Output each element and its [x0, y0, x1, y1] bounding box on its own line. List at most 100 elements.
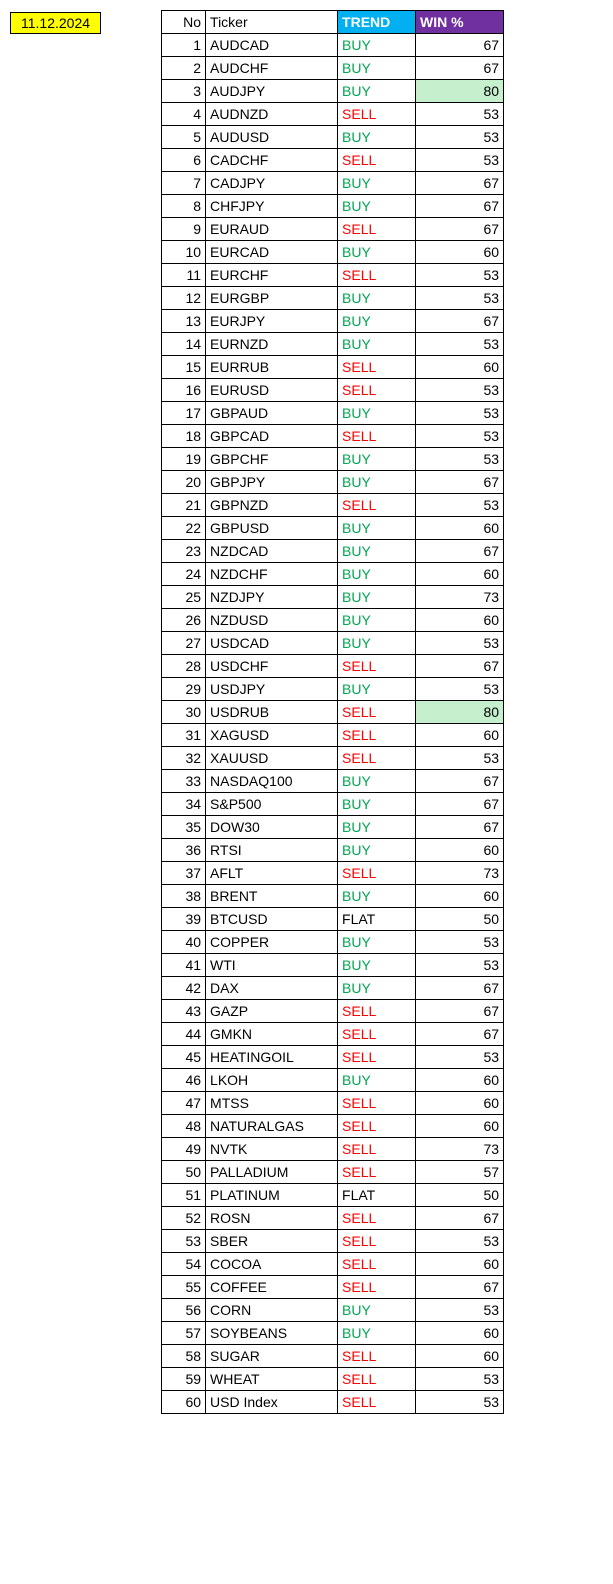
- cell-no: 50: [162, 1161, 206, 1184]
- cell-no: 19: [162, 448, 206, 471]
- table-row: 6CADCHFSELL53: [162, 149, 504, 172]
- cell-win: 50: [416, 1184, 504, 1207]
- table-row: 23NZDCADBUY67: [162, 540, 504, 563]
- cell-ticker: EURCHF: [206, 264, 338, 287]
- cell-trend: SELL: [338, 264, 416, 287]
- cell-ticker: NVTK: [206, 1138, 338, 1161]
- table-row: 1AUDCADBUY67: [162, 34, 504, 57]
- cell-trend: SELL: [338, 103, 416, 126]
- cell-ticker: SOYBEANS: [206, 1322, 338, 1345]
- cell-no: 47: [162, 1092, 206, 1115]
- cell-trend: BUY: [338, 816, 416, 839]
- cell-win: 53: [416, 103, 504, 126]
- cell-trend: SELL: [338, 356, 416, 379]
- cell-no: 57: [162, 1322, 206, 1345]
- cell-ticker: XAUUSD: [206, 747, 338, 770]
- cell-trend: BUY: [338, 770, 416, 793]
- cell-ticker: CORN: [206, 1299, 338, 1322]
- table-row: 46LKOHBUY60: [162, 1069, 504, 1092]
- cell-win: 67: [416, 195, 504, 218]
- cell-ticker: EURUSD: [206, 379, 338, 402]
- cell-no: 56: [162, 1299, 206, 1322]
- cell-no: 18: [162, 425, 206, 448]
- cell-trend: BUY: [338, 402, 416, 425]
- cell-win: 67: [416, 1276, 504, 1299]
- cell-ticker: AUDCAD: [206, 34, 338, 57]
- cell-ticker: PLATINUM: [206, 1184, 338, 1207]
- cell-win: 60: [416, 1253, 504, 1276]
- cell-win: 73: [416, 862, 504, 885]
- table-row: 32XAUUSDSELL53: [162, 747, 504, 770]
- table-row: 24NZDCHFBUY60: [162, 563, 504, 586]
- table-row: 16EURUSDSELL53: [162, 379, 504, 402]
- cell-no: 54: [162, 1253, 206, 1276]
- cell-ticker: DOW30: [206, 816, 338, 839]
- table-row: 19GBPCHFBUY53: [162, 448, 504, 471]
- cell-win: 53: [416, 1368, 504, 1391]
- cell-no: 36: [162, 839, 206, 862]
- cell-trend: FLAT: [338, 1184, 416, 1207]
- cell-win: 53: [416, 287, 504, 310]
- cell-no: 29: [162, 678, 206, 701]
- cell-no: 5: [162, 126, 206, 149]
- cell-ticker: CADCHF: [206, 149, 338, 172]
- cell-trend: BUY: [338, 1322, 416, 1345]
- cell-ticker: LKOH: [206, 1069, 338, 1092]
- cell-no: 60: [162, 1391, 206, 1414]
- table-row: 9EURAUDSELL67: [162, 218, 504, 241]
- cell-trend: BUY: [338, 126, 416, 149]
- cell-win: 67: [416, 793, 504, 816]
- cell-trend: BUY: [338, 34, 416, 57]
- cell-trend: SELL: [338, 1207, 416, 1230]
- table-row: 26NZDUSDBUY60: [162, 609, 504, 632]
- cell-trend: BUY: [338, 839, 416, 862]
- cell-win: 60: [416, 517, 504, 540]
- cell-trend: SELL: [338, 425, 416, 448]
- cell-ticker: BRENT: [206, 885, 338, 908]
- cell-no: 20: [162, 471, 206, 494]
- cell-trend: SELL: [338, 747, 416, 770]
- table-row: 40COPPERBUY53: [162, 931, 504, 954]
- date-box: 11.12.2024: [10, 12, 101, 34]
- cell-no: 41: [162, 954, 206, 977]
- cell-no: 46: [162, 1069, 206, 1092]
- cell-no: 15: [162, 356, 206, 379]
- table-row: 51PLATINUMFLAT50: [162, 1184, 504, 1207]
- cell-trend: BUY: [338, 310, 416, 333]
- table-row: 21GBPNZDSELL53: [162, 494, 504, 517]
- cell-win: 53: [416, 264, 504, 287]
- cell-ticker: USDCAD: [206, 632, 338, 655]
- cell-win: 67: [416, 655, 504, 678]
- cell-no: 40: [162, 931, 206, 954]
- cell-no: 27: [162, 632, 206, 655]
- cell-trend: BUY: [338, 632, 416, 655]
- cell-win: 53: [416, 402, 504, 425]
- cell-ticker: HEATINGOIL: [206, 1046, 338, 1069]
- cell-win: 67: [416, 816, 504, 839]
- signals-table: No Ticker TREND WIN % 1AUDCADBUY672AUDCH…: [161, 10, 504, 1414]
- table-row: 56CORNBUY53: [162, 1299, 504, 1322]
- cell-ticker: AUDUSD: [206, 126, 338, 149]
- cell-win: 73: [416, 586, 504, 609]
- cell-ticker: GBPUSD: [206, 517, 338, 540]
- table-row: 45HEATINGOILSELL53: [162, 1046, 504, 1069]
- cell-ticker: GBPAUD: [206, 402, 338, 425]
- cell-ticker: GBPCAD: [206, 425, 338, 448]
- cell-win: 60: [416, 1092, 504, 1115]
- table-row: 42DAXBUY67: [162, 977, 504, 1000]
- cell-no: 52: [162, 1207, 206, 1230]
- cell-no: 12: [162, 287, 206, 310]
- cell-ticker: EURRUB: [206, 356, 338, 379]
- table-row: 53SBERSELL53: [162, 1230, 504, 1253]
- cell-win: 60: [416, 839, 504, 862]
- table-row: 11EURCHFSELL53: [162, 264, 504, 287]
- cell-win: 60: [416, 1069, 504, 1092]
- cell-trend: FLAT: [338, 908, 416, 931]
- cell-ticker: BTCUSD: [206, 908, 338, 931]
- table-row: 12EURGBPBUY53: [162, 287, 504, 310]
- cell-win: 60: [416, 1345, 504, 1368]
- cell-ticker: COCOA: [206, 1253, 338, 1276]
- cell-win: 67: [416, 310, 504, 333]
- cell-ticker: COPPER: [206, 931, 338, 954]
- cell-ticker: USDRUB: [206, 701, 338, 724]
